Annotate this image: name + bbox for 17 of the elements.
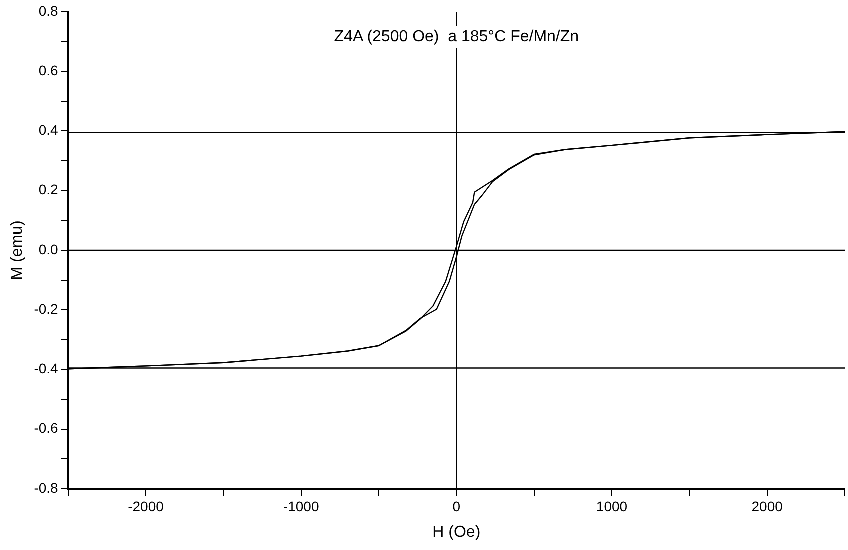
y-tick-label: 0.2 <box>38 182 59 198</box>
x-tick-label: -2000 <box>128 498 164 514</box>
y-tick-label: -0.8 <box>34 480 59 496</box>
y-tick-label: 0.8 <box>38 2 59 19</box>
y-tick-label: 0.4 <box>38 122 59 138</box>
y-tick-label: -0.6 <box>34 420 59 436</box>
x-axis-title: H (Oe) <box>432 524 481 541</box>
y-axis-title: M (emu) <box>9 220 26 280</box>
text: Z4A (2500 Oe) a 185°C Fe/Mn/Zn <box>334 28 580 46</box>
y-tick-label: 0.6 <box>38 62 59 78</box>
y-tick-label: 0.0 <box>38 241 59 258</box>
x-tick-label: 2000 <box>752 498 784 514</box>
x-tick-label: 1000 <box>596 498 628 514</box>
x-tick-label: 0 <box>452 498 461 514</box>
x-tick-label: -1000 <box>283 498 320 514</box>
y-tick-label: -0.4 <box>34 360 59 377</box>
y-tick-label: -0.2 <box>34 300 59 317</box>
